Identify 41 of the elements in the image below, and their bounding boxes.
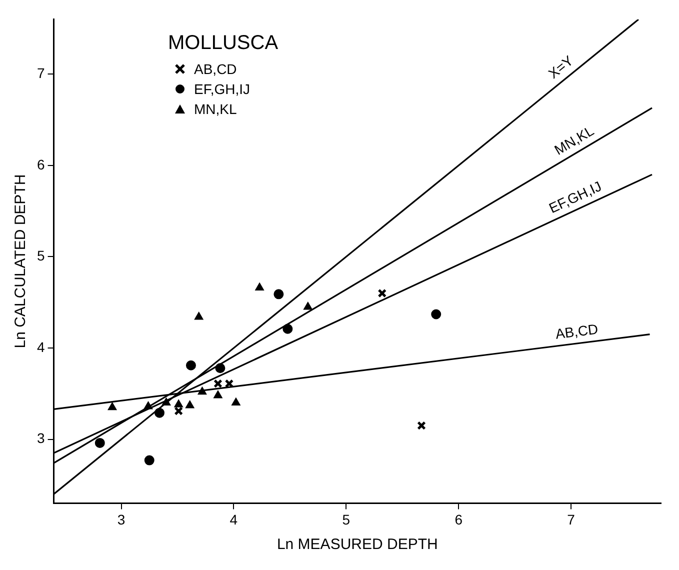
- legend-label: EF,GH,IJ: [194, 80, 250, 99]
- point: [198, 386, 207, 395]
- text: AB,CD: [554, 320, 599, 342]
- point: [215, 363, 226, 374]
- point: [154, 408, 164, 418]
- x-axis-title: Ln MEASURED DEPTH: [276, 536, 438, 554]
- point: [378, 288, 387, 298]
- point: [94, 438, 105, 448]
- point: [274, 289, 284, 300]
- point: [144, 455, 154, 466]
- point: [108, 402, 117, 410]
- point: [417, 421, 426, 430]
- point: [214, 390, 222, 398]
- point: [214, 379, 222, 388]
- legend-label: AB,CD: [194, 60, 237, 79]
- x-tick-label: 7: [567, 511, 576, 528]
- point: [174, 406, 184, 416]
- point: [174, 400, 183, 408]
- x-tick-label: 5: [342, 511, 350, 528]
- point: [186, 360, 196, 370]
- y-tick-label: 7: [36, 65, 45, 82]
- point: [232, 398, 240, 406]
- point: [185, 400, 194, 408]
- x-tick-label: 6: [454, 511, 463, 528]
- legend-label: MN,KL: [194, 100, 237, 119]
- point: [282, 324, 293, 334]
- y-tick-label: 3: [36, 430, 45, 446]
- point: [162, 398, 171, 406]
- point: [144, 401, 153, 410]
- y-tick-label: 4: [36, 338, 45, 355]
- point: [304, 302, 312, 310]
- legend-title: MOLLUSCA: [168, 32, 278, 55]
- y-tick-label: 6: [36, 156, 45, 172]
- point: [431, 309, 442, 320]
- x-tick-label: 4: [230, 511, 238, 528]
- y-axis-title: Ln CALCULATED DEPTH: [12, 174, 30, 348]
- point: [224, 379, 234, 388]
- point: [255, 282, 264, 291]
- point: [194, 312, 204, 320]
- y-tick-label: 5: [36, 248, 45, 264]
- x-tick-label: 3: [117, 511, 126, 528]
